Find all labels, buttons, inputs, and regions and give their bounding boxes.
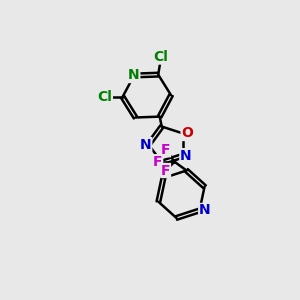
Text: N: N [180,149,191,163]
Text: F: F [161,164,170,178]
Text: N: N [128,68,140,83]
Text: N: N [140,138,152,152]
Text: N: N [199,203,210,218]
Text: Cl: Cl [154,50,169,64]
Text: Cl: Cl [98,90,112,104]
Text: F: F [161,143,170,157]
Text: F: F [153,155,163,169]
Text: O: O [181,126,193,140]
